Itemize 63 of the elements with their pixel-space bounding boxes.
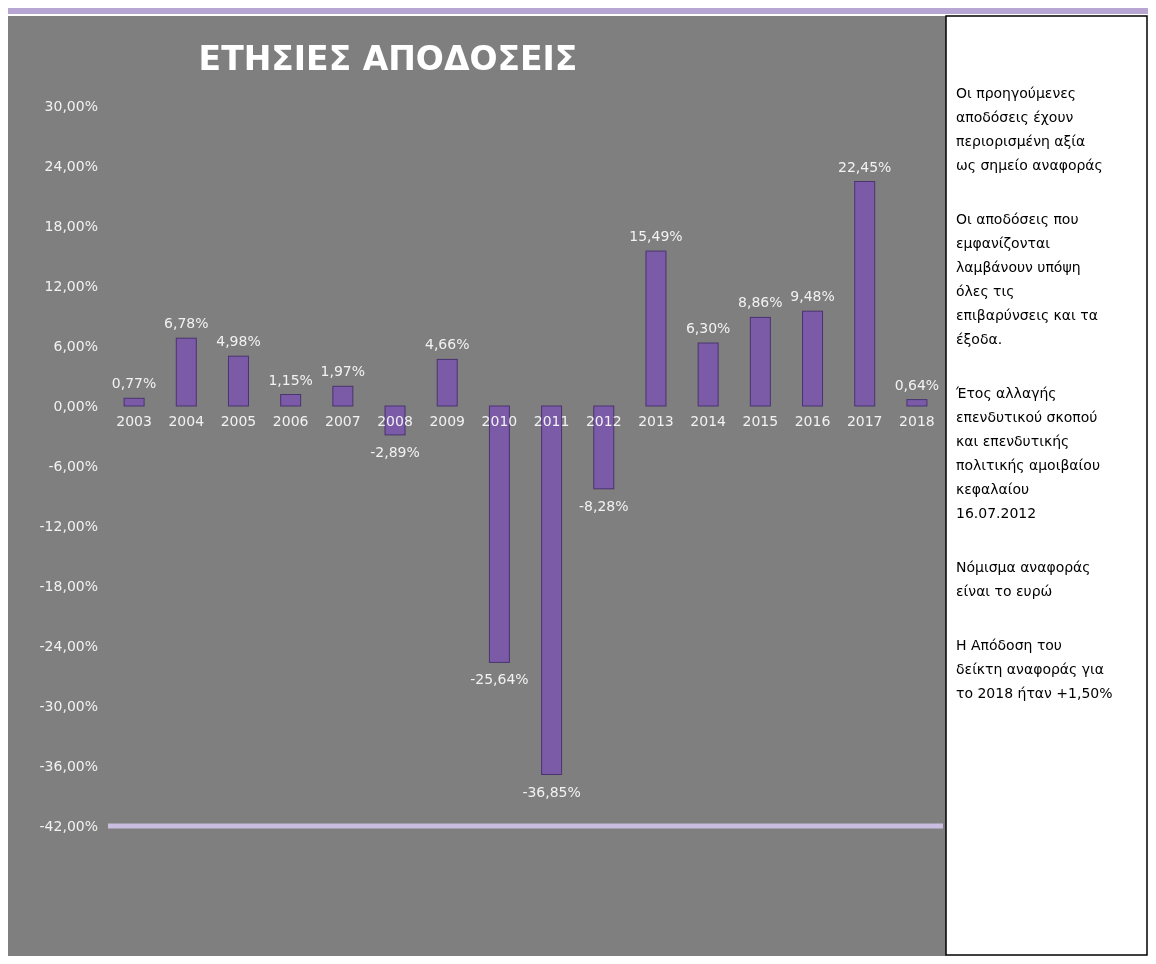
x-tick-label: 2013	[638, 413, 674, 429]
text: Έτος αλλαγής επενδυτικού σκοπού και επενδυτικής πολιτικής αμοιβαίου κεφαλαίου 16.07.2012	[955, 385, 1100, 521]
y-tick-label: -42,00%	[39, 818, 98, 834]
bar	[645, 250, 667, 407]
data-label: 1,15%	[268, 371, 313, 388]
bar	[332, 385, 354, 407]
text: Νόμισμα αναφοράς είναι το ευρώ	[956, 559, 1091, 599]
y-tick-label: -30,00%	[39, 698, 98, 714]
y-tick-label: -18,00%	[39, 578, 98, 594]
data-label: 8,86%	[738, 294, 783, 311]
data-label: 6,78%	[164, 315, 209, 332]
text: Οι προηγούμενες αποδόσεις έχουν περιορισμένη αξία ως σημείο αναφοράς	[956, 85, 1103, 173]
data-label: 6,30%	[685, 320, 731, 336]
bar	[697, 342, 719, 407]
x-tick-label: 2003	[116, 413, 152, 429]
y-tick-label: -36,00%	[39, 758, 98, 774]
bar	[227, 355, 249, 407]
y-tick-label: 0,00%	[53, 398, 98, 414]
x-tick-label: 2018	[899, 413, 935, 429]
y-tick-label: 24,00%	[44, 158, 98, 174]
data-label: 22,45%	[838, 158, 892, 175]
data-label: 0,77%	[111, 375, 157, 392]
y-tick-label: 6,00%	[53, 338, 98, 354]
x-tick-label: 2015	[742, 413, 779, 429]
x-tick-label: 2012	[585, 413, 622, 429]
bar	[175, 337, 197, 407]
data-label: 4,98%	[216, 333, 261, 350]
bar	[749, 316, 771, 407]
bar	[123, 397, 145, 407]
data-label: -2,89%	[370, 443, 420, 460]
data-label: -8,28%	[579, 497, 629, 514]
x-tick-label: 2014	[690, 413, 727, 429]
text: Η Απόδοση του δείκτη αναφοράς για το 2018 ήταν +1,50%	[956, 637, 1113, 701]
x-tick-label: 2010	[481, 413, 518, 429]
x-tick-label: 2006	[272, 413, 309, 429]
bar	[906, 399, 928, 407]
data-label: -36,85%	[522, 783, 581, 800]
x-tick-label: 2017	[846, 413, 883, 429]
y-tick-label: -12,00%	[39, 518, 98, 534]
data-label: 4,66%	[424, 336, 470, 353]
y-tick-label: 18,00%	[44, 218, 98, 234]
bar	[854, 181, 876, 407]
data-label: -25,64%	[470, 671, 529, 688]
x-tick-label: 2009	[429, 413, 466, 429]
bar	[436, 358, 458, 407]
data-label: 15,49%	[629, 228, 683, 245]
bar	[280, 394, 302, 407]
x-tick-label: 2011	[533, 413, 570, 429]
y-tick-label: 12,00%	[44, 278, 98, 294]
chart-title: ΕΤΗΣΙΕΣ ΑΠΟΔΟΣΕΙΣ	[198, 39, 578, 78]
data-label: 1,97%	[320, 363, 366, 380]
data-label: 0,64%	[894, 376, 940, 393]
x-tick-label: 2004	[168, 413, 205, 429]
y-tick-label: -6,00%	[48, 458, 98, 474]
y-tick-label: -24,00%	[39, 638, 98, 654]
bar	[802, 310, 824, 407]
x-tick-label: 2005	[220, 413, 257, 429]
y-tick-label: 30,00%	[44, 98, 98, 114]
text: Οι αποδόσεις που εμφανίζονται λαμβάνουν υπόψη όλες τις επιβαρύνσεις και τα έξοδα.	[956, 211, 1098, 347]
x-tick-label: 2016	[794, 413, 831, 429]
x-tick-label: 2007	[325, 413, 361, 429]
data-label: 9,48%	[790, 288, 835, 305]
x-tick-label: 2008	[377, 413, 413, 429]
